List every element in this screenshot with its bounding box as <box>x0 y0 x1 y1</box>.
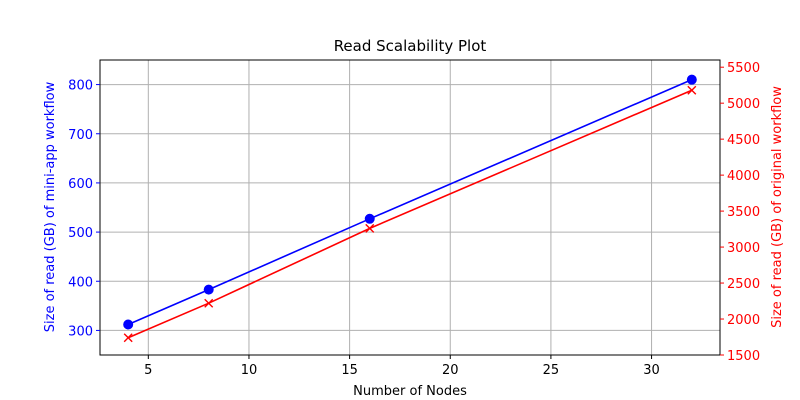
data-point-left <box>123 319 134 330</box>
data-point-right <box>123 333 133 343</box>
y-axis-left-label: Size of read (GB) of mini-app workflow <box>43 81 58 332</box>
y-left-tick-label: 800 <box>68 79 93 94</box>
y-axis-right: 1500 2000 2500 3000 3500 4000 4500 5000 5500 <box>720 61 760 364</box>
y-right-tick-label: 3500 <box>727 205 760 220</box>
grid <box>100 60 720 355</box>
series-line-mini-app-workflow <box>127 78 693 326</box>
y-right-tick-label: 2000 <box>727 313 760 328</box>
x-tick-label: 5 <box>144 363 152 378</box>
y-left-tick-label: 700 <box>68 128 93 143</box>
data-point-right <box>204 298 214 308</box>
y-right-tick-label: 5000 <box>727 97 760 112</box>
y-axis-right-label: Size of read (GB) of original workflow <box>770 86 785 328</box>
data-point-left <box>364 213 375 224</box>
data-point-right <box>687 85 697 95</box>
y-right-tick-label: 3000 <box>727 241 760 256</box>
x-axis: 5 10 15 20 25 30 <box>144 355 660 378</box>
y-axis-left: 300 400 500 600 700 800 <box>68 79 100 339</box>
x-tick-label: 25 <box>543 363 560 378</box>
data-point-left <box>203 284 214 295</box>
series-layer <box>123 74 697 343</box>
y-left-tick-label: 400 <box>68 275 93 290</box>
y-right-tick-label: 4500 <box>727 133 760 148</box>
data-point-left <box>686 74 697 85</box>
y-left-tick-label: 600 <box>68 177 93 192</box>
data-point-right <box>365 223 375 233</box>
x-tick-label: 30 <box>643 363 660 378</box>
y-right-tick-label: 4000 <box>727 169 760 184</box>
y-right-tick-label: 2500 <box>727 277 760 292</box>
series-line-original-workflow <box>127 89 693 339</box>
x-tick-label: 10 <box>241 363 258 378</box>
y-right-tick-label: 1500 <box>727 349 760 364</box>
y-left-tick-label: 500 <box>68 226 93 241</box>
plot-frame <box>99 59 721 356</box>
x-axis-label: Number of Nodes <box>353 384 467 399</box>
y-left-tick-label: 300 <box>68 324 93 339</box>
x-tick-label: 15 <box>341 363 358 378</box>
x-tick-label: 20 <box>442 363 459 378</box>
chart-title: Read Scalability Plot <box>334 37 487 55</box>
y-right-tick-label: 5500 <box>727 61 760 76</box>
